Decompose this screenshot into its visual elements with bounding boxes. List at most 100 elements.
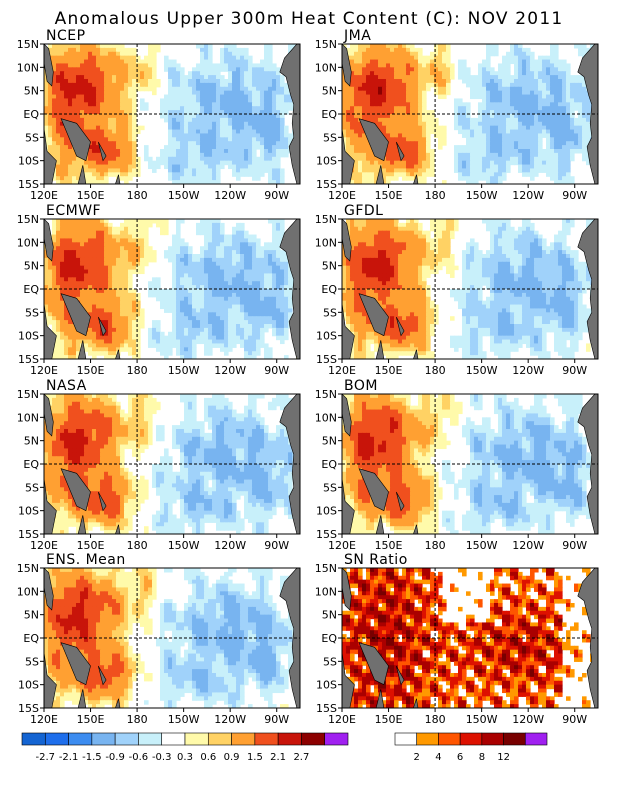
field-cell xyxy=(522,67,527,72)
field-cell xyxy=(220,156,225,162)
field-cell xyxy=(582,129,587,135)
field-cell xyxy=(104,71,109,76)
y-tick-label: 5S xyxy=(323,131,337,144)
field-cell xyxy=(68,254,73,259)
field-cell xyxy=(534,141,539,146)
field-cell xyxy=(140,234,145,240)
field-cell xyxy=(470,125,475,131)
field-cell xyxy=(426,79,431,84)
field-cell xyxy=(144,55,149,61)
field-cell xyxy=(88,121,93,127)
field-cell xyxy=(60,51,65,57)
field-cell xyxy=(68,98,73,103)
field-cell xyxy=(104,250,109,255)
field-cell xyxy=(272,94,277,100)
field-cell xyxy=(188,160,193,166)
field-cell xyxy=(502,98,507,103)
field-cell xyxy=(276,292,281,298)
field-cell xyxy=(478,94,483,100)
field-cell xyxy=(92,265,97,271)
field-cell xyxy=(530,156,535,162)
y-tick-label: 10N xyxy=(315,61,337,74)
field-cell xyxy=(256,67,261,72)
field-cell xyxy=(240,94,245,100)
field-cell xyxy=(410,152,415,158)
field-cell xyxy=(474,133,479,138)
field-cell xyxy=(52,102,57,107)
field-cell xyxy=(374,176,379,181)
field-cell xyxy=(204,261,209,267)
field-cell xyxy=(232,277,237,282)
field-cell xyxy=(196,289,201,294)
field-cell xyxy=(44,269,49,275)
field-cell xyxy=(220,292,225,298)
field-cell xyxy=(562,152,567,158)
field-cell xyxy=(506,114,511,119)
field-cell xyxy=(284,137,289,142)
field-cell xyxy=(358,160,363,166)
field-cell xyxy=(124,156,129,162)
field-cell xyxy=(240,152,245,158)
field-cell xyxy=(256,137,261,142)
field-cell xyxy=(116,269,121,275)
field-cell xyxy=(394,129,399,135)
field-cell xyxy=(116,238,121,243)
field-cell xyxy=(284,90,289,96)
y-tick-label: EQ xyxy=(23,108,39,121)
field-cell xyxy=(550,176,555,181)
field-cell xyxy=(88,269,93,275)
field-cell xyxy=(96,296,101,302)
field-cell xyxy=(418,47,423,53)
field-cell xyxy=(358,47,363,53)
field-cell xyxy=(168,176,173,181)
field-cell xyxy=(478,90,483,96)
field-cell xyxy=(426,145,431,150)
field-cell xyxy=(474,172,479,177)
field-cell xyxy=(204,63,209,68)
field-cell xyxy=(116,273,121,278)
field-cell xyxy=(184,125,189,131)
field-cell xyxy=(156,44,161,49)
field-cell xyxy=(462,125,467,131)
field-cell xyxy=(248,125,253,131)
field-cell xyxy=(172,133,177,138)
field-cell xyxy=(562,63,567,68)
field-cell xyxy=(394,149,399,154)
field-cell xyxy=(410,141,415,146)
land-mass xyxy=(396,141,405,162)
field-cell xyxy=(518,59,523,65)
field-cell xyxy=(76,265,81,271)
field-cell xyxy=(120,133,125,138)
field-cell xyxy=(200,176,205,181)
field-cell xyxy=(128,238,133,243)
field-cell xyxy=(208,129,213,135)
field-cell xyxy=(56,152,61,158)
field-cell xyxy=(160,156,165,162)
field-cell xyxy=(172,296,177,302)
field-cell xyxy=(522,156,527,162)
field-cell xyxy=(64,152,69,158)
field-cell xyxy=(586,106,591,111)
field-cell xyxy=(482,106,487,111)
field-cell xyxy=(208,222,213,228)
field-cell xyxy=(430,59,435,65)
field-cell xyxy=(132,261,137,267)
field-cell xyxy=(132,168,137,173)
field-cell xyxy=(406,106,411,111)
field-cell xyxy=(116,121,121,127)
field-cell xyxy=(554,82,559,88)
field-cell xyxy=(96,257,101,263)
field-cell xyxy=(216,219,221,224)
field-cell xyxy=(196,176,201,181)
field-cell xyxy=(272,277,277,282)
field-cell xyxy=(216,90,221,96)
field-cell xyxy=(482,102,487,107)
field-cell xyxy=(200,106,205,111)
field-cell xyxy=(228,292,233,298)
field-cell xyxy=(430,160,435,166)
field-cell xyxy=(526,121,531,127)
field-cell xyxy=(426,110,431,115)
field-cell xyxy=(490,82,495,88)
field-cell xyxy=(518,75,523,80)
field-cell xyxy=(128,269,133,275)
